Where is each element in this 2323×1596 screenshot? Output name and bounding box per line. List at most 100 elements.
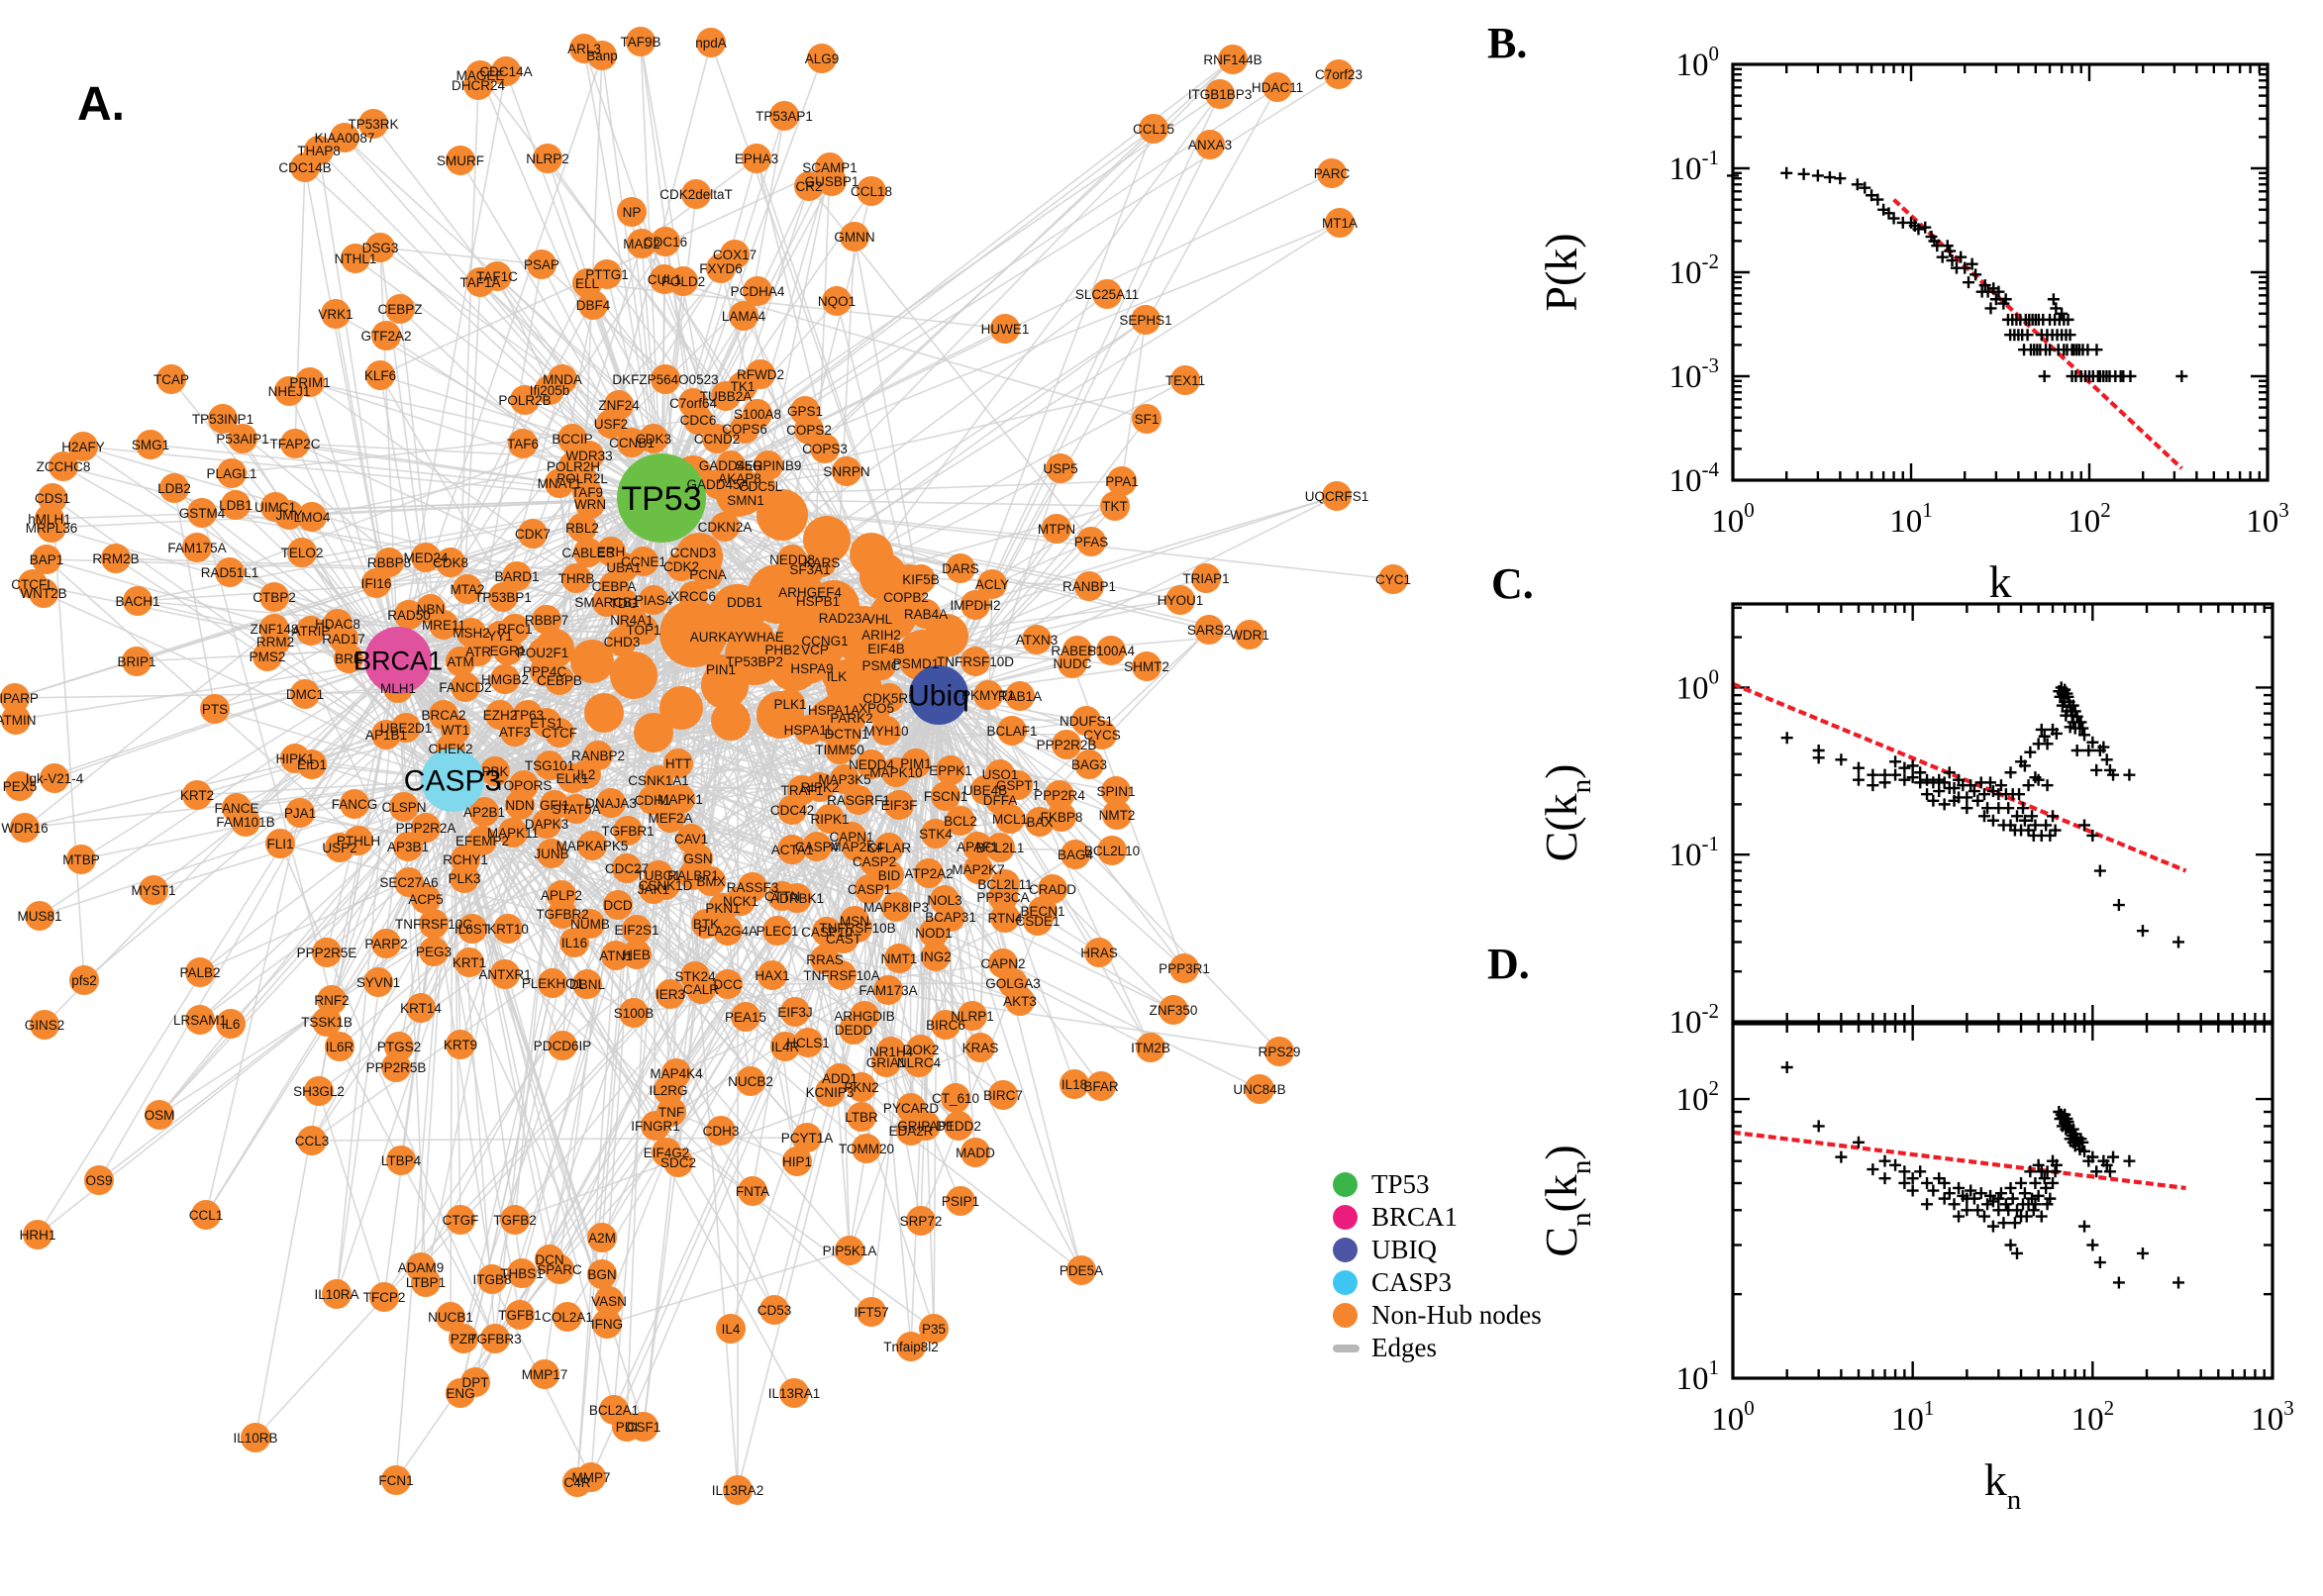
network-node[interactable] bbox=[592, 1309, 622, 1339]
network-node[interactable] bbox=[1218, 45, 1248, 74]
network-node[interactable] bbox=[334, 644, 363, 673]
network-node[interactable] bbox=[736, 1066, 765, 1096]
network-node[interactable] bbox=[769, 101, 799, 131]
network-node[interactable] bbox=[1131, 305, 1161, 335]
network-node[interactable] bbox=[208, 404, 238, 434]
network-node[interactable] bbox=[5, 771, 35, 801]
network-node[interactable] bbox=[469, 797, 499, 827]
network-node[interactable] bbox=[30, 1010, 59, 1040]
network-node[interactable] bbox=[567, 513, 597, 543]
network-node[interactable] bbox=[596, 409, 626, 439]
network-node[interactable] bbox=[508, 429, 538, 458]
network-node[interactable] bbox=[185, 1005, 215, 1035]
network-node[interactable] bbox=[946, 806, 975, 836]
network-node[interactable] bbox=[797, 653, 827, 683]
network-node[interactable] bbox=[411, 543, 441, 572]
network-node[interactable] bbox=[411, 813, 441, 843]
network-node[interactable] bbox=[857, 1297, 886, 1327]
network-node[interactable] bbox=[857, 176, 886, 206]
network-node[interactable] bbox=[29, 578, 58, 608]
network-node[interactable] bbox=[285, 798, 315, 828]
network-node[interactable] bbox=[1317, 158, 1347, 188]
network-node[interactable] bbox=[321, 299, 351, 329]
network-node[interactable] bbox=[626, 27, 656, 56]
network-node[interactable] bbox=[450, 863, 479, 893]
network-node[interactable] bbox=[931, 1010, 960, 1040]
network-node[interactable] bbox=[583, 741, 613, 770]
network-node[interactable] bbox=[1165, 585, 1195, 615]
network-node[interactable] bbox=[654, 1075, 683, 1105]
network-node[interactable] bbox=[231, 807, 260, 837]
network-node[interactable] bbox=[759, 1295, 789, 1325]
network-node[interactable] bbox=[123, 586, 152, 616]
network-node[interactable] bbox=[500, 717, 530, 747]
network-node[interactable] bbox=[960, 590, 990, 620]
network-node[interactable] bbox=[241, 1423, 270, 1452]
network-node[interactable] bbox=[505, 790, 535, 820]
network-node[interactable] bbox=[896, 1332, 926, 1361]
network-node[interactable] bbox=[919, 918, 949, 948]
network-node[interactable] bbox=[881, 757, 911, 787]
network-node[interactable] bbox=[746, 359, 775, 389]
network-node[interactable] bbox=[1023, 906, 1053, 936]
network-node[interactable] bbox=[577, 831, 607, 860]
network-node[interactable] bbox=[587, 41, 617, 70]
network-node[interactable] bbox=[990, 314, 1020, 344]
network-node[interactable] bbox=[429, 610, 458, 640]
network-node[interactable] bbox=[678, 581, 708, 611]
network-node[interactable] bbox=[794, 171, 824, 201]
network-node[interactable] bbox=[594, 1286, 624, 1316]
network-node[interactable] bbox=[532, 605, 561, 635]
network-node[interactable] bbox=[782, 883, 812, 913]
network-node[interactable] bbox=[835, 1236, 864, 1265]
network-node[interactable] bbox=[958, 1001, 987, 1031]
network-node[interactable] bbox=[37, 513, 66, 543]
network-node[interactable] bbox=[0, 683, 30, 713]
network-node[interactable] bbox=[69, 965, 99, 995]
network-node[interactable] bbox=[1086, 1071, 1116, 1101]
network-node[interactable] bbox=[265, 829, 295, 858]
network-node[interactable] bbox=[451, 672, 480, 702]
network-node[interactable] bbox=[200, 694, 230, 724]
network-node[interactable] bbox=[729, 301, 758, 331]
network-node[interactable] bbox=[874, 683, 904, 713]
network-node[interactable] bbox=[770, 1032, 800, 1061]
network-node[interactable] bbox=[847, 1072, 876, 1102]
network-node[interactable] bbox=[730, 587, 759, 617]
network-hub-ubiq[interactable] bbox=[909, 665, 968, 725]
network-node[interactable] bbox=[341, 244, 370, 273]
network-node[interactable] bbox=[629, 615, 658, 645]
network-node[interactable] bbox=[145, 1100, 174, 1130]
network-node[interactable] bbox=[23, 1220, 52, 1249]
network-node[interactable] bbox=[290, 152, 320, 182]
network-node[interactable] bbox=[25, 901, 54, 931]
network-node[interactable] bbox=[490, 664, 520, 694]
network-node[interactable] bbox=[68, 432, 98, 461]
network-node[interactable] bbox=[931, 781, 960, 811]
network-node[interactable] bbox=[758, 960, 787, 990]
network-node[interactable] bbox=[1074, 749, 1104, 779]
network-node[interactable] bbox=[493, 914, 523, 944]
network-node[interactable] bbox=[914, 858, 944, 888]
network-node[interactable] bbox=[866, 650, 896, 680]
network-node[interactable] bbox=[779, 1378, 809, 1408]
network-node[interactable] bbox=[463, 637, 493, 666]
network-node[interactable] bbox=[363, 967, 393, 997]
network-node[interactable] bbox=[613, 816, 643, 846]
network-node[interactable] bbox=[742, 144, 771, 173]
network-node[interactable] bbox=[946, 553, 975, 583]
network-node[interactable] bbox=[1045, 780, 1074, 810]
network-node[interactable] bbox=[545, 665, 574, 695]
network-node[interactable] bbox=[827, 960, 857, 990]
network-node[interactable] bbox=[381, 1465, 411, 1495]
network-node[interactable] bbox=[502, 561, 532, 591]
network-node[interactable] bbox=[663, 1147, 693, 1177]
network-node[interactable] bbox=[686, 974, 716, 1004]
network-node[interactable] bbox=[480, 1324, 510, 1353]
network-node[interactable] bbox=[805, 772, 835, 802]
network-node[interactable] bbox=[436, 548, 465, 577]
network-node[interactable] bbox=[535, 375, 564, 405]
network-node[interactable] bbox=[507, 1258, 537, 1288]
network-node[interactable] bbox=[960, 647, 990, 676]
network-node[interactable] bbox=[561, 563, 591, 593]
